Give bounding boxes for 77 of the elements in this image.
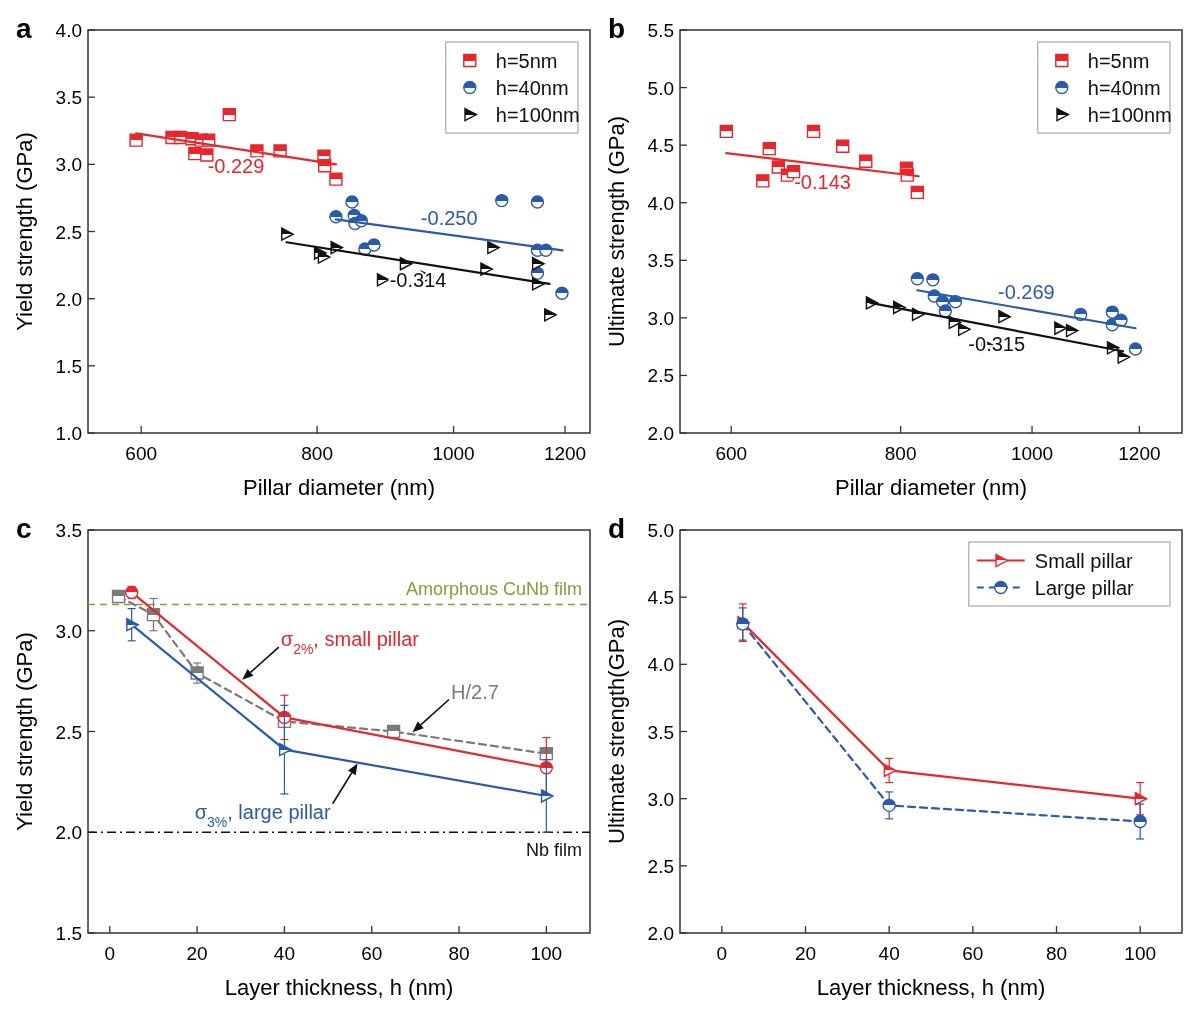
y-tick-label: 5.5 [647,20,674,41]
y-tick-label: 2.5 [55,721,82,743]
y-tick-label: 3.5 [647,721,674,743]
ref-line-label: Amorphous CuNb film [405,578,582,599]
y-tick-label: 2.0 [647,423,674,444]
x-axis-title: Pillar diameter (nm) [243,475,435,500]
x-tick-label: 1200 [1118,443,1161,464]
x-tick-label: 600 [125,443,158,464]
y-tick-label: 3.0 [55,154,82,176]
x-tick-label: 60 [361,943,383,964]
y-tick-label: 3.5 [647,250,674,272]
y-tick-label: 4.5 [647,587,674,609]
x-axis-title: Layer thickness, h (nm) [224,975,454,1000]
y-tick-label: 2.0 [55,822,82,844]
y-tick-label: 4.0 [647,654,674,676]
ref-line-label: Nb film [525,840,582,861]
y-axis-title: Ultimate strength (GPa) [604,115,629,348]
y-tick-label: 5.0 [647,520,674,541]
x-tick-label: 800 [884,443,917,464]
x-tick-label: 80 [448,943,470,964]
x-tick-label: 100 [530,943,563,964]
legend-label: h=40nm [1087,76,1161,99]
x-axis-title: Pillar diameter (nm) [835,475,1027,500]
y-axis-title: Ultimate strength(GPa) [604,619,629,844]
legend-label: Large pillar [1034,576,1135,599]
y-tick-label: 3.5 [55,520,82,541]
x-tick-label: 1000 [432,443,475,464]
chart-title: b [608,13,626,44]
x-tick-label: 800 [301,443,333,464]
x-tick-label: 100 [1124,943,1157,964]
y-axis-title: Yield strength (GPa) [12,632,37,831]
y-tick-label: 2.5 [647,365,674,387]
legend-label: h=40nm [495,76,569,99]
x-tick-label: 40 [878,943,900,964]
x-tick-label: 0 [104,943,116,964]
x-tick-label: 1000 [1010,443,1054,464]
y-tick-label: 4.5 [647,135,674,157]
x-tick-label: 1200 [543,443,587,464]
series-label: -0.229 [207,154,265,177]
x-tick-label: 0 [716,943,728,964]
legend-label: h=5nm [1087,49,1150,72]
chart-title: a [16,13,32,44]
y-tick-label: 2.0 [647,923,674,944]
chart-title: d [608,513,626,544]
x-tick-label: 20 [186,943,208,964]
y-tick-label: 2.0 [55,288,82,310]
y-tick-label: 4.0 [647,192,674,214]
series-label: -0.143 [794,170,851,193]
x-tick-label: 20 [794,943,817,964]
legend-label: h=100nm [1087,103,1172,126]
y-tick-label: 2.5 [647,855,674,877]
y-axis-title: Yield strength (GPa) [12,132,37,331]
legend-label: Small pillar [1034,549,1133,572]
annotation: σ$_{3%}$, large pillar [194,800,331,830]
y-tick-label: 3.0 [55,620,82,642]
y-tick-label: 3.0 [647,788,674,810]
y-tick-label: 4.0 [55,20,82,41]
series-label: -0.250 [420,206,478,229]
legend-label: h=100nm [495,103,580,126]
x-tick-label: 60 [962,943,984,964]
x-tick-label: 80 [1045,943,1068,964]
series-label: -0.269 [998,281,1055,304]
y-tick-label: 3.5 [55,87,82,109]
x-tick-label: 40 [273,943,296,964]
x-tick-label: 600 [715,443,748,464]
chart-title: c [16,513,32,544]
y-tick-label: 1.0 [55,423,82,444]
y-tick-label: 3.0 [647,307,674,329]
y-tick-label: 1.5 [55,923,82,944]
annotation: σ$_{2%}$, small pillar [280,628,420,658]
annotation: H/2.7 [451,680,499,703]
y-tick-label: 2.5 [55,221,82,243]
y-tick-label: 5.0 [647,77,674,99]
y-tick-label: 1.5 [55,355,82,377]
x-axis-title: Layer thickness, h (nm) [816,975,1046,1000]
series-label: -0.314 [389,269,447,292]
legend-label: h=5nm [495,49,558,72]
